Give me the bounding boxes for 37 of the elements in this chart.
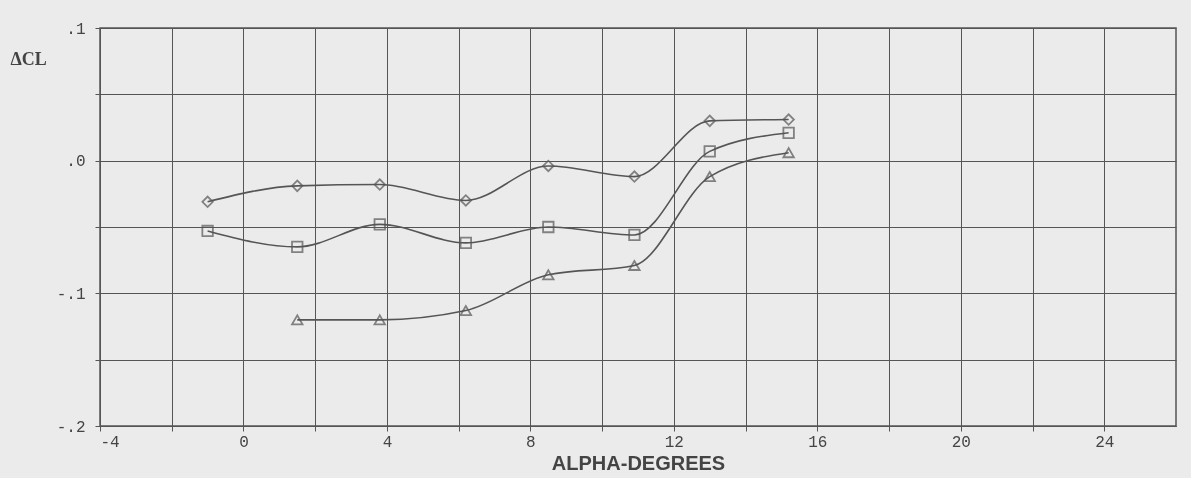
x-tick-label: -4: [100, 433, 120, 452]
x-tick-label: 8: [526, 433, 536, 452]
y-tick-label: .0: [66, 153, 86, 172]
point: [542, 159, 555, 173]
x-tick-label: 24: [1095, 433, 1115, 452]
point: [459, 194, 472, 207]
point: [703, 114, 716, 128]
x-tick-label: 4: [382, 433, 393, 452]
point: [703, 145, 716, 158]
point: [459, 236, 472, 250]
point: [373, 218, 386, 231]
point: [703, 171, 716, 183]
x-tick-label: 16: [808, 433, 828, 452]
point: [201, 195, 214, 208]
point: [373, 314, 386, 326]
point: [542, 269, 555, 281]
point: [459, 305, 472, 317]
y-tick-label: -.2: [56, 418, 86, 437]
y-tick-label: -.1: [56, 285, 86, 304]
point: [291, 314, 304, 326]
point: [201, 224, 214, 238]
y-tick-label: .1: [66, 20, 86, 39]
x-axis-title: ALPHA-DEGREES: [551, 451, 726, 474]
point: [628, 170, 641, 183]
x-tick-label: 20: [951, 433, 971, 452]
x-tick-label: 12: [664, 433, 684, 452]
point: [628, 228, 641, 242]
point: [628, 260, 641, 271]
point: [291, 179, 304, 193]
point: [782, 113, 795, 126]
point: [782, 147, 795, 159]
x-tick-label: 0: [239, 433, 249, 452]
point: [373, 178, 386, 191]
y-axis-title: ΔCL: [10, 48, 47, 69]
point: [782, 126, 795, 139]
point: [542, 220, 555, 234]
point: [291, 240, 304, 254]
